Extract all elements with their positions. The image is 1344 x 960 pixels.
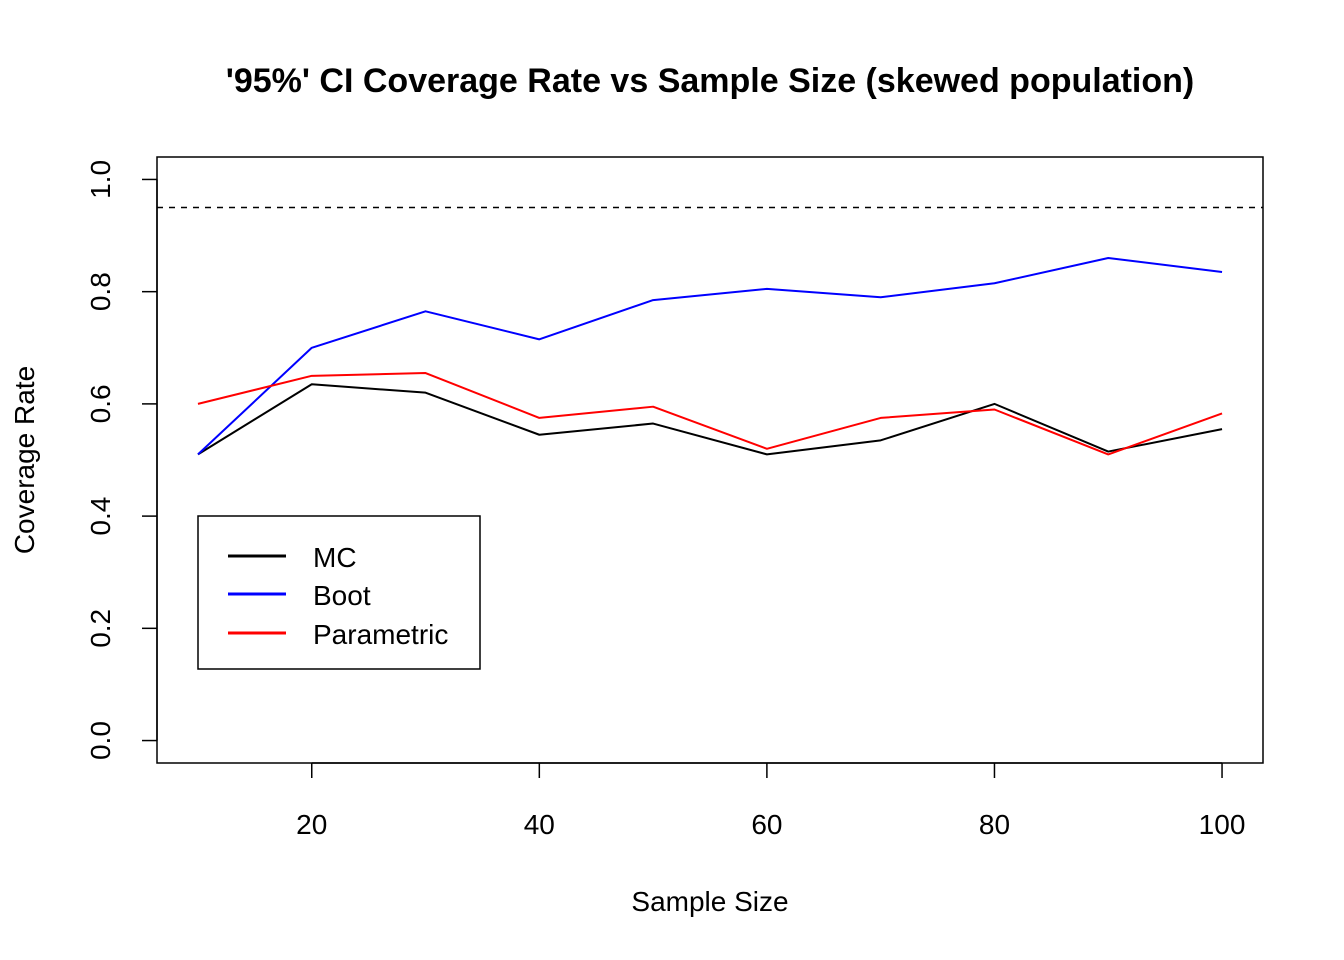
y-tick-label: 1.0 [85,160,116,199]
series-line-mc [197,383,1223,456]
y-axis-label: Coverage Rate [9,366,40,554]
x-axis-label: Sample Size [631,886,788,917]
x-axis: 20 40 60 80 100 [296,762,1246,840]
legend-label-parametric: Parametric [313,619,448,650]
legend-box [197,515,481,670]
series-layer [197,257,1223,456]
series-line-parametric [197,372,1223,456]
x-tick-label: 60 [751,809,782,840]
legend-label-boot: Boot [313,580,371,611]
y-axis: 0.0 0.2 0.4 0.6 0.8 1.0 [85,160,158,760]
chart-title: '95%' CI Coverage Rate vs Sample Size (s… [226,62,1194,100]
x-tick-label: 100 [1199,809,1246,840]
y-tick-label: 0.2 [85,609,116,648]
x-tick-label: 40 [524,809,555,840]
y-tick-label: 0.4 [85,497,116,536]
y-tick-label: 0.8 [85,272,116,311]
legend: MC Boot Parametric [197,515,481,670]
legend-label-mc: MC [313,542,357,573]
y-tick-label: 0.6 [85,384,116,423]
x-tick-label: 80 [979,809,1010,840]
x-tick-label: 20 [296,809,327,840]
plot-frame [156,156,1264,764]
y-tick-label: 0.0 [85,721,116,760]
series-line-boot [197,257,1223,456]
